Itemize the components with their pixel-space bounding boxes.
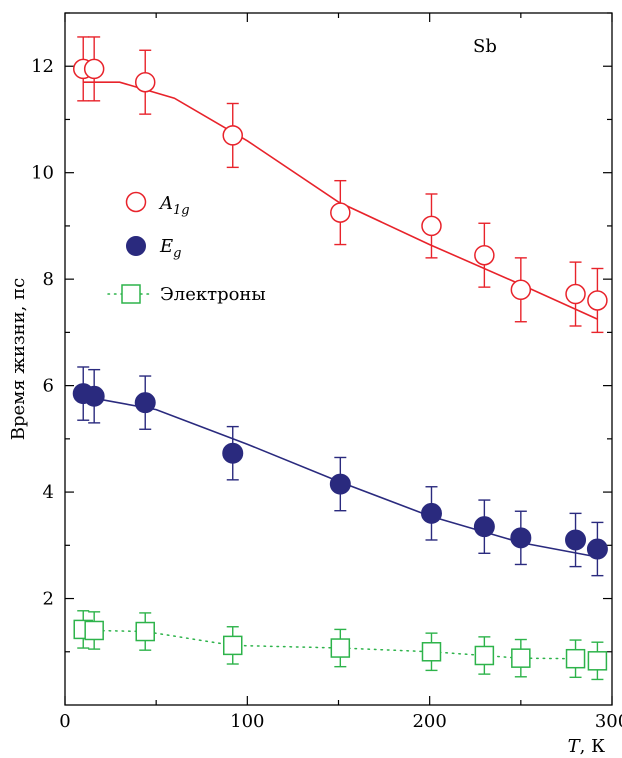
y-tick-label: 6 [43, 376, 54, 397]
point-el [565, 639, 586, 679]
point-eg [83, 368, 105, 424]
marker-square-open [222, 635, 243, 656]
axis-ticks: 0 100 200 300 2 4 6 8 10 12 [31, 12, 622, 732]
marker-circle-filled [473, 516, 495, 538]
marker-circle-filled [83, 385, 105, 407]
y-axis-title: Время жизни, пс [8, 278, 29, 440]
marker-circle-open [83, 58, 105, 80]
legend-marker-electrons [121, 284, 141, 304]
x-tick-label: 300 [595, 711, 622, 732]
point-eg [565, 512, 587, 568]
y-tick-label: 12 [31, 56, 54, 77]
marker-square-open [587, 651, 608, 671]
fit-curves [82, 81, 599, 662]
marker-circle-open [510, 279, 532, 301]
point-el [511, 638, 531, 678]
plot-frame [64, 12, 613, 706]
marker-circle-open [565, 283, 586, 305]
point-eg [473, 499, 495, 554]
point-a1g [510, 257, 532, 323]
marker-circle-open [134, 71, 156, 93]
legend: A1g Eg Электроны [107, 191, 266, 305]
annotation-sb: Sb [473, 36, 497, 57]
point-a1g [222, 102, 243, 169]
y-tick-label: 10 [31, 163, 54, 184]
point-el [84, 611, 104, 650]
x-tick-label: 200 [412, 711, 446, 732]
point-a1g [330, 179, 351, 246]
point-el [135, 612, 155, 651]
marker-circle-filled [565, 529, 587, 551]
y-tick-label: 4 [43, 482, 54, 503]
marker-square-open [135, 621, 155, 642]
point-eg [586, 521, 608, 577]
point-el [330, 628, 351, 668]
marker-circle-open [222, 125, 243, 146]
marker-square-open [330, 638, 351, 658]
marker-circle-open [587, 290, 608, 311]
x-tick-label: 100 [230, 711, 264, 732]
legend-label-a1g: A1g [158, 193, 190, 218]
point-eg [329, 456, 351, 512]
marker-circle-filled [586, 538, 608, 560]
point-el [421, 632, 442, 672]
x-axis-title: T, К [568, 736, 605, 757]
x-tick-label: 0 [59, 711, 70, 732]
point-el [474, 636, 495, 675]
marker-circle-open [330, 202, 351, 223]
fit-curve-a1g [83, 81, 598, 320]
point-el [222, 626, 243, 665]
marker-square-open [511, 648, 531, 668]
point-eg [420, 486, 442, 541]
legend-marker-a1g [125, 191, 147, 213]
point-a1g [83, 36, 105, 102]
point-a1g [474, 222, 495, 288]
data-marks [72, 36, 608, 681]
marker-circle-open [474, 244, 495, 266]
point-a1g [587, 267, 608, 334]
marker-square-open [84, 620, 104, 641]
legend-label-eg: Eg [159, 236, 181, 261]
marker-square-open [421, 642, 442, 662]
point-eg [510, 510, 532, 566]
legend-marker-eg [126, 236, 146, 256]
marker-circle-filled [420, 502, 442, 524]
marker-square-open [474, 645, 495, 666]
marker-circle-filled [222, 442, 244, 464]
point-a1g [134, 49, 156, 115]
marker-circle-filled [134, 392, 156, 414]
point-eg [222, 425, 244, 481]
marker-circle-filled [510, 527, 532, 549]
point-a1g [421, 193, 442, 259]
marker-square-open [565, 648, 586, 669]
y-tick-label: 8 [43, 269, 54, 290]
legend-label-electrons: Электроны [160, 284, 266, 305]
point-a1g [565, 261, 586, 327]
marker-circle-filled [329, 473, 351, 495]
marker-circle-open [421, 215, 442, 237]
point-el [587, 641, 608, 681]
y-tick-label: 2 [43, 589, 54, 610]
point-eg [134, 375, 156, 430]
